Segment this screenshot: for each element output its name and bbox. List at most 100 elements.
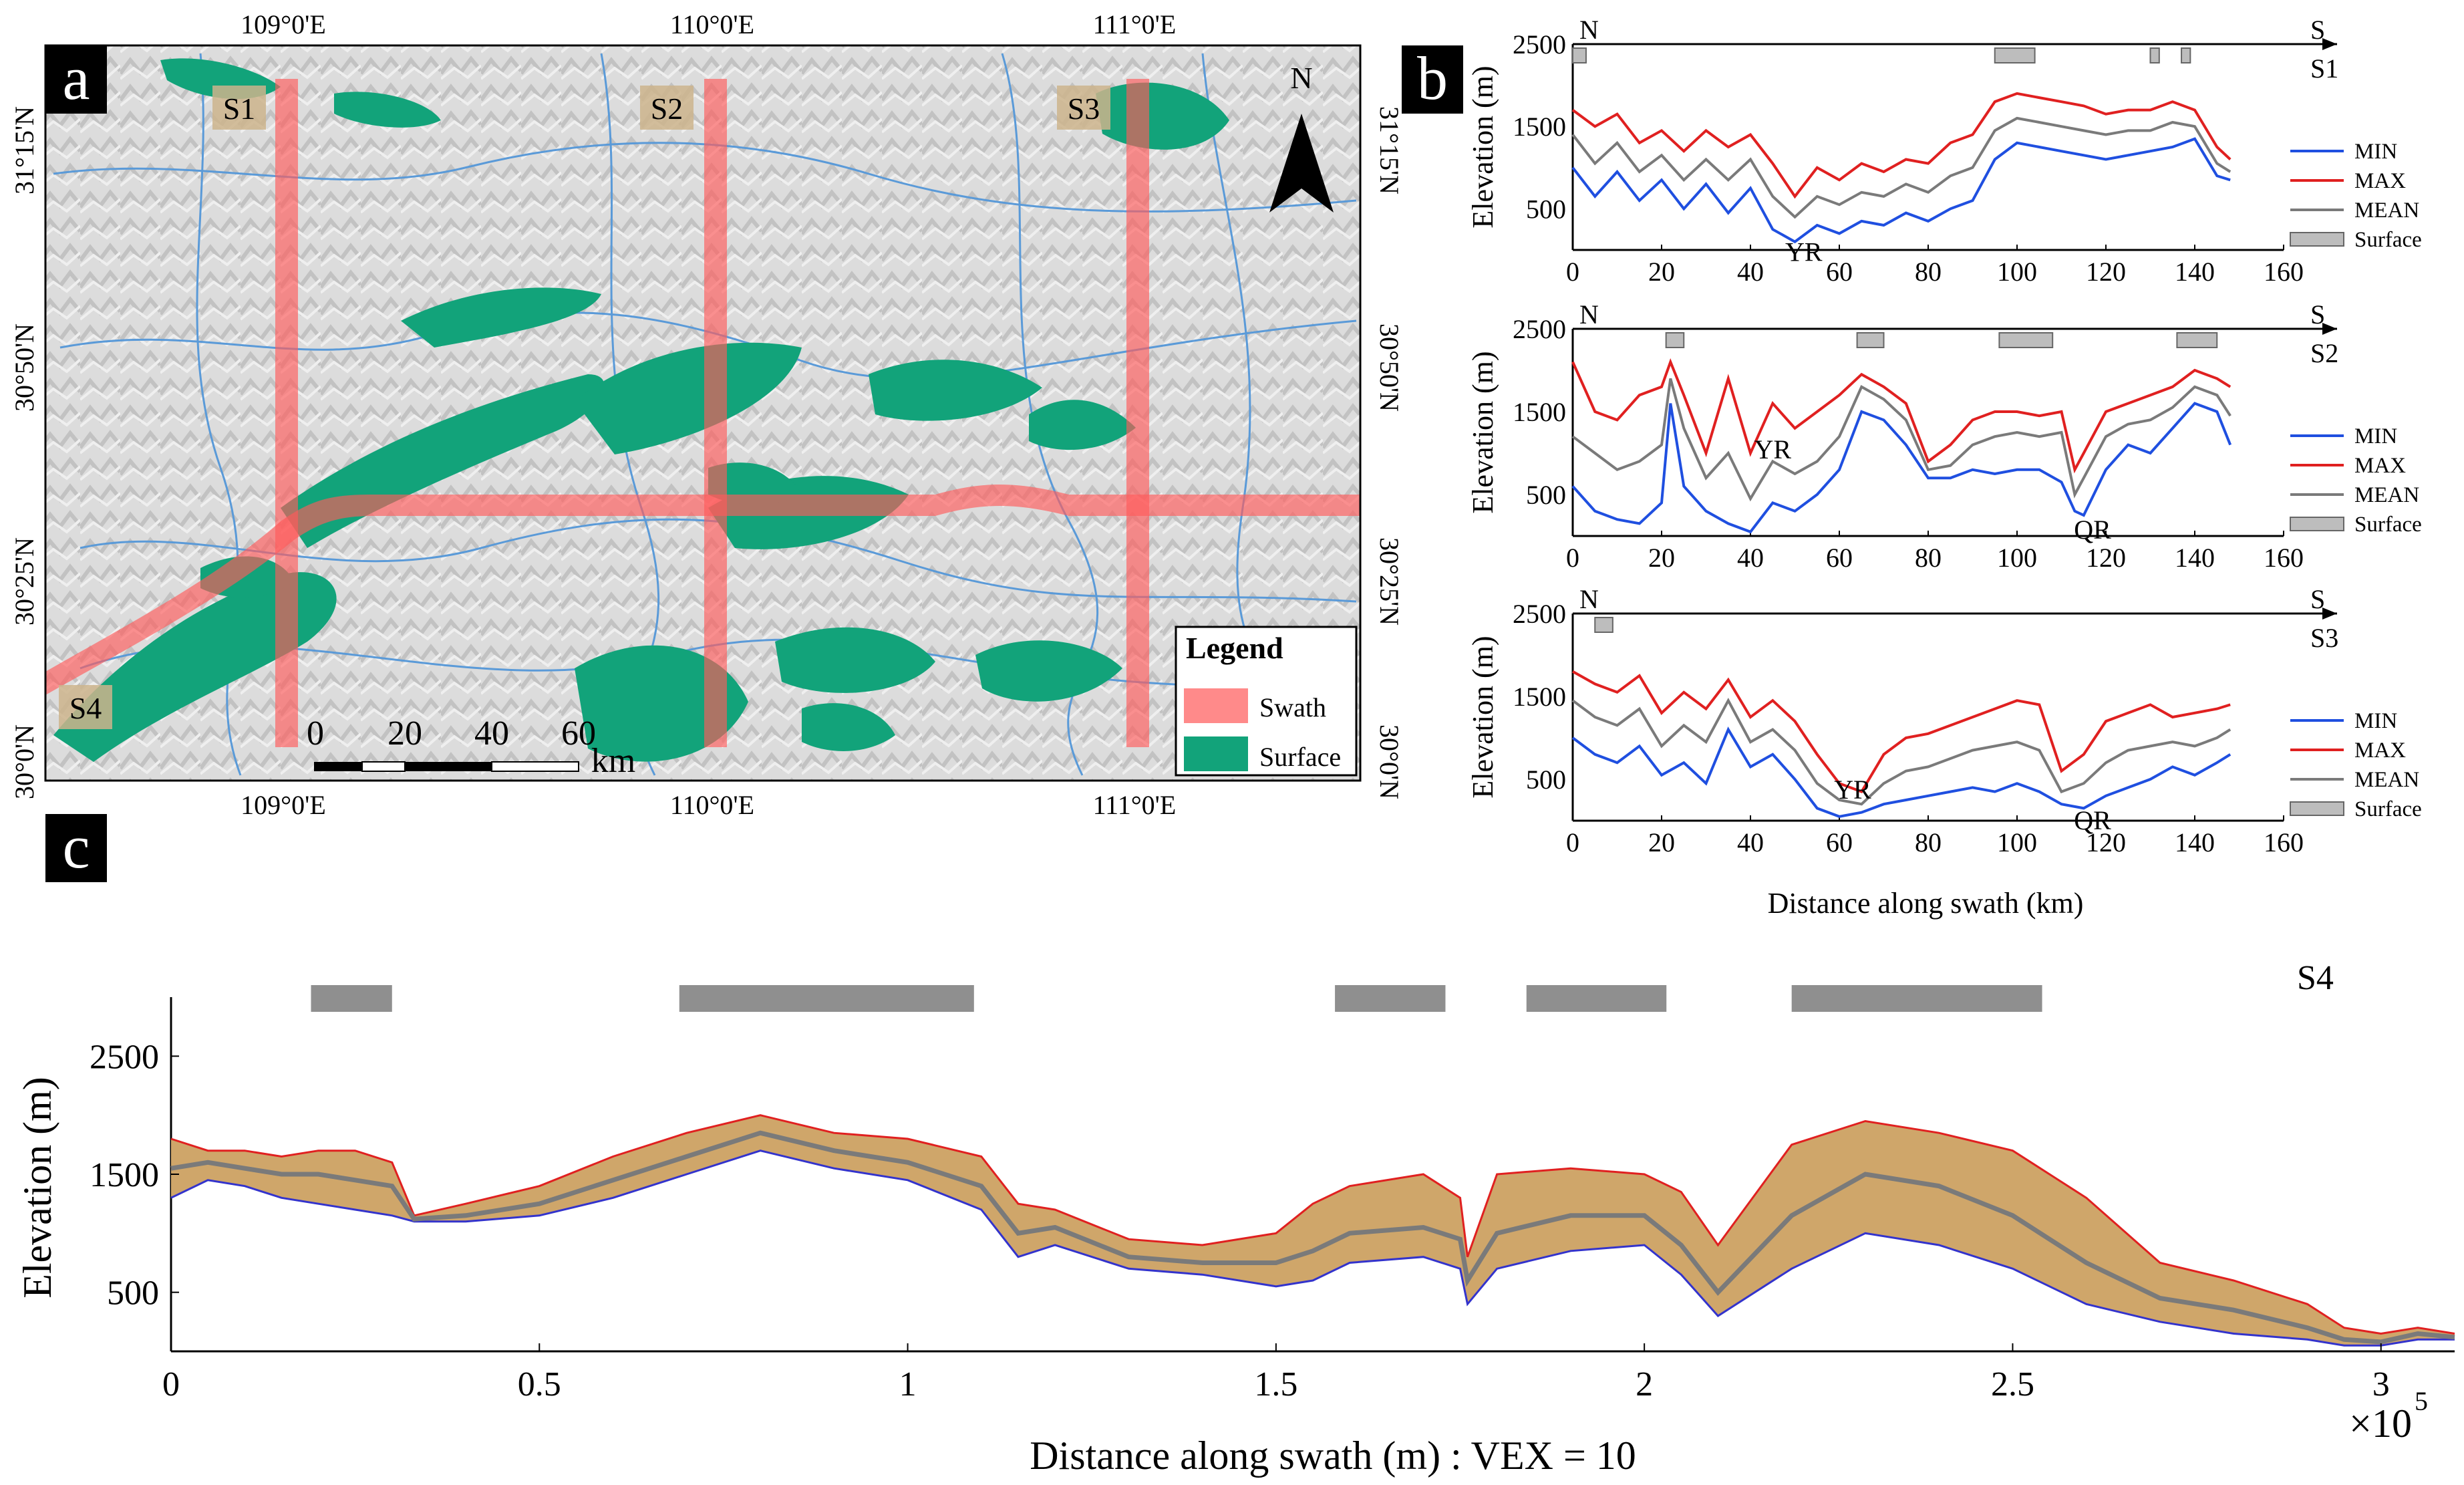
s2-surface-bar: [1665, 332, 1685, 348]
map-right-tick: 31°15'N: [1374, 106, 1404, 194]
scale-unit: km: [591, 742, 635, 780]
map-left-ticks: 31°15'N 30°50'N 30°25'N 30°0'N: [9, 106, 39, 799]
scale-tick: 0: [307, 714, 324, 753]
s2-ylabel: Elevation (m): [1467, 351, 1499, 513]
s2-annotation: YR: [1754, 434, 1791, 464]
swath-s1[interactable]: [275, 79, 298, 747]
s4-surface-bar: [679, 985, 974, 1012]
scale-tick: 20: [388, 714, 422, 753]
s3-ytick-label: 500: [1526, 765, 1566, 795]
map-bottom-tick: 109°0'E: [241, 790, 326, 820]
profile-s4: 500 1500 2500 0 0.5 1 1.5 2 2.5 3 Elevation (m) S4: [15, 959, 2455, 1403]
map-top-tick: 110°0'E: [670, 9, 754, 39]
map-right-ticks: 31°15'N 30°50'N 30°25'N 30°0'N: [1374, 106, 1404, 799]
s3-xtick-label: 60: [1826, 827, 1853, 857]
s3-direction-arrowhead: [2322, 608, 2337, 620]
swath-s3[interactable]: [1126, 79, 1149, 747]
s2-surface-bar: [1998, 332, 2054, 348]
s1-xtick-label: 0: [1566, 257, 1579, 287]
s1-surface-bar: [2181, 47, 2191, 63]
s2-xtick-label: 20: [1648, 543, 1675, 573]
s4-title: S4: [2297, 959, 2334, 997]
s1-surface-bar: [1572, 47, 1587, 63]
s1-legend-label: Surface: [2354, 228, 2422, 252]
s1-ytick-label: 1500: [1513, 112, 1566, 142]
s2-legend-label: MEAN: [2354, 483, 2419, 507]
s1-ytick-label: 2500: [1513, 29, 1566, 59]
s2-annotation: QR: [2074, 515, 2111, 545]
s3-legend-label: MEAN: [2354, 768, 2419, 792]
s2-xtick-label: 40: [1737, 543, 1764, 573]
map-top-tick: 111°0'E: [1093, 9, 1177, 39]
s3-series-min: [1571, 726, 2231, 818]
map-left-tick: 30°0'N: [9, 724, 39, 799]
legend-title: Legend: [1186, 631, 1283, 665]
panel-b: b N S S1 500 1500 2500 0 20 40 60 80 100 120 140 160 El…: [1402, 15, 2422, 920]
s1-xtick-label: 80: [1915, 257, 1942, 287]
s3-xtick-label: 140: [2175, 827, 2215, 857]
s4-series-min: [170, 1150, 2455, 1347]
s4-xtick-label: 0.5: [518, 1365, 561, 1403]
s3-legend-swatch: [2290, 801, 2344, 816]
s2-direction-start: N: [1579, 299, 1599, 329]
s1-title: S1: [2310, 53, 2338, 84]
swath-label-s1: S1: [223, 92, 256, 126]
s4-x-multiplier: ×10: [2349, 1401, 2412, 1446]
map-panel: 109°0'E 110°0'E 111°0'E 109°0'E 110°0'E …: [9, 9, 1404, 820]
swath-bands[interactable]: [45, 79, 1360, 747]
map-top-tick: 109°0'E: [241, 9, 326, 39]
s2-legend-swatch: [2290, 517, 2344, 531]
s3-direction-end: S: [2310, 584, 2325, 614]
s3-annotation: YR: [1834, 775, 1871, 805]
s4-ytick-label: 500: [107, 1274, 159, 1313]
map-left-tick: 31°15'N: [9, 106, 39, 194]
swath-s2[interactable]: [704, 79, 727, 747]
s1-xtick-label: 160: [2264, 257, 2304, 287]
s4-series-max: [170, 1114, 2455, 1335]
s4-surface-bar: [1791, 985, 2042, 1012]
s3-direction-start: N: [1579, 584, 1599, 614]
s1-xtick-label: 140: [2175, 257, 2215, 287]
s1-xtick-label: 100: [1997, 257, 2037, 287]
legend-swatch-swath: [1184, 688, 1248, 723]
s1-xtick-label: 60: [1826, 257, 1853, 287]
s1-annotation: YR: [1785, 237, 1823, 267]
panel-a-tag: a: [63, 44, 90, 112]
scale-bar: 0 20 40 60 km: [307, 714, 635, 780]
panel-b-tag: b: [1417, 44, 1448, 112]
legend-label-swath: Swath: [1259, 692, 1326, 722]
s2-xtick-label: 80: [1915, 543, 1942, 573]
s1-legend-swatch: [2290, 232, 2344, 247]
map-bottom-tick: 110°0'E: [670, 790, 754, 820]
s1-series-min: [1571, 137, 2231, 244]
s1-ytick-label: 500: [1526, 194, 1566, 224]
s3-series-mean: [1571, 697, 2231, 806]
profile-s1: N S S1 500 1500 2500 0 20 40 60 80 100 120 140 160 Elev…: [1467, 15, 2422, 287]
swath-s4[interactable]: [45, 485, 1360, 695]
s4-x-multiplier-exp: 5: [2415, 1386, 2428, 1416]
s3-xtick-label: 160: [2264, 827, 2304, 857]
s2-ytick-label: 500: [1526, 480, 1566, 510]
s3-xtick-label: 80: [1915, 827, 1942, 857]
s3-legend-label: Surface: [2354, 797, 2422, 821]
s3-title: S3: [2310, 623, 2338, 653]
s1-surface-bar: [2149, 47, 2160, 63]
s1-legend-label: MEAN: [2354, 198, 2419, 223]
s1-legend-label: MIN: [2354, 140, 2397, 164]
north-arrow-icon: [1269, 114, 1301, 213]
map-right-tick: 30°50'N: [1374, 323, 1404, 412]
map-right-tick: 30°25'N: [1374, 537, 1404, 626]
s2-xtick-label: 0: [1566, 543, 1579, 573]
profile-s2: N S S2 500 1500 2500 0 20 40 60 80 100 120 140 160 Elev…: [1467, 299, 2422, 573]
s4-series-mean: [170, 1130, 2455, 1345]
s2-surface-bar: [2176, 332, 2218, 348]
map-top-ticks: 109°0'E 110°0'E 111°0'E: [241, 9, 1176, 39]
s2-title: S2: [2310, 338, 2338, 368]
swath-label-s3: S3: [1068, 92, 1100, 126]
legend-label-surface: Surface: [1259, 742, 1341, 772]
swath-label-s4: S4: [69, 691, 102, 725]
map-frame: [44, 44, 1362, 782]
s2-direction-arrowhead: [2322, 323, 2337, 335]
s1-xtick-label: 120: [2086, 257, 2126, 287]
